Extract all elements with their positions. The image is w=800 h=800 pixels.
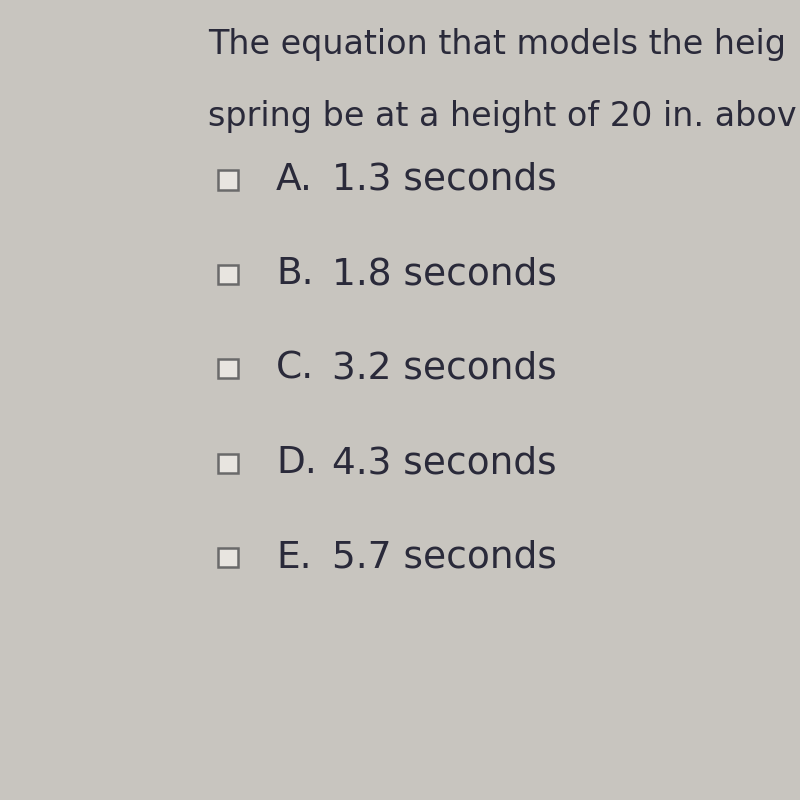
Text: 5.7 seconds: 5.7 seconds bbox=[332, 539, 557, 576]
Text: The equation that models the heig: The equation that models the heig bbox=[208, 28, 786, 61]
Text: B.: B. bbox=[276, 256, 314, 292]
Text: C.: C. bbox=[276, 350, 314, 386]
Text: D.: D. bbox=[276, 445, 317, 481]
Text: spring be at a height of 20 in. abov: spring be at a height of 20 in. abov bbox=[208, 100, 797, 133]
Text: 3.2 seconds: 3.2 seconds bbox=[332, 350, 557, 386]
Bar bbox=[218, 548, 238, 567]
Bar bbox=[218, 454, 238, 473]
Text: 1.8 seconds: 1.8 seconds bbox=[332, 256, 557, 292]
Text: 1.3 seconds: 1.3 seconds bbox=[332, 162, 557, 198]
Bar bbox=[218, 265, 238, 284]
Bar bbox=[218, 170, 238, 190]
Text: 4.3 seconds: 4.3 seconds bbox=[332, 445, 557, 481]
Text: E.: E. bbox=[276, 539, 311, 576]
Bar bbox=[218, 359, 238, 378]
Text: A.: A. bbox=[276, 162, 313, 198]
